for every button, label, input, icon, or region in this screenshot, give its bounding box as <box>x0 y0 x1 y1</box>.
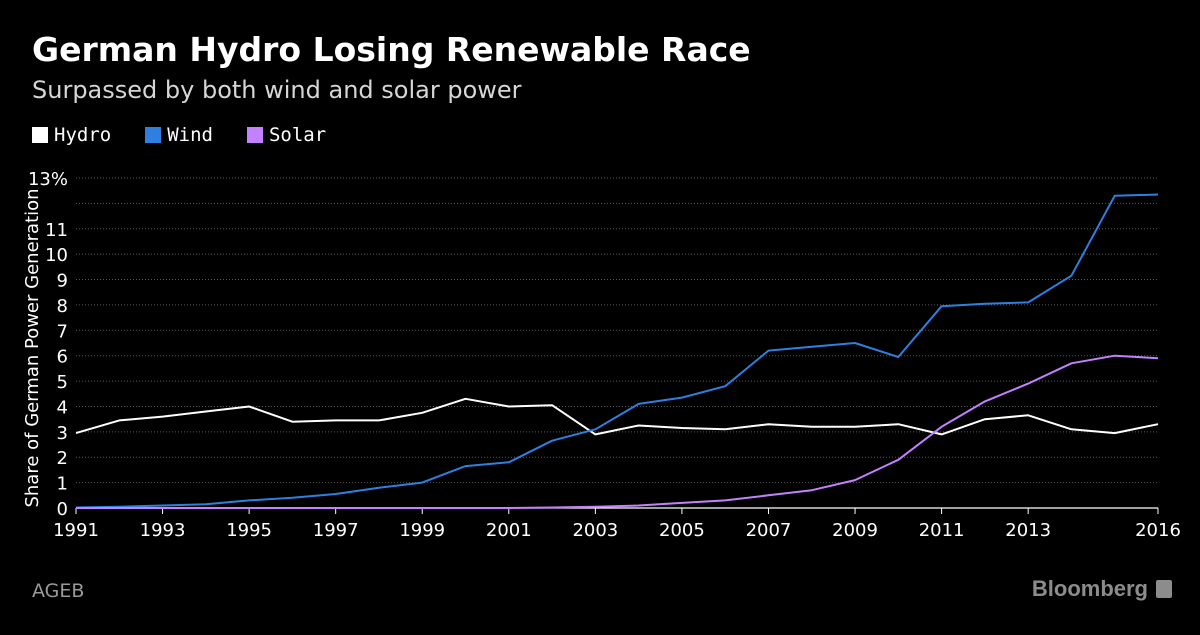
y-tick-label: 11 <box>45 220 68 241</box>
x-tick-label: 1993 <box>140 520 186 541</box>
x-tick-label: 2007 <box>746 520 792 541</box>
x-tick-label: 2003 <box>572 520 618 541</box>
series-line-wind <box>75 193 1159 509</box>
legend-item-solar: Solar <box>246 124 327 146</box>
y-tick-label: 6 <box>57 347 68 368</box>
y-tick-label: 0 <box>57 499 68 520</box>
legend-swatch-wind <box>145 127 162 143</box>
legend-label-solar: Solar <box>268 124 327 146</box>
legend-item-hydro: Hydro <box>32 124 111 146</box>
x-tick-label: 2009 <box>832 520 878 541</box>
bloomberg-terminal-icon <box>1156 580 1172 598</box>
x-tick-label: 1995 <box>226 520 272 541</box>
y-tick-label: 4 <box>57 397 68 418</box>
chart-title: German Hydro Losing Renewable Race <box>32 30 751 69</box>
source-label: AGEB <box>32 580 85 602</box>
legend-swatch-hydro <box>32 127 48 143</box>
chart-subtitle: Surpassed by both wind and solar power <box>32 76 522 104</box>
legend-swatch-solar <box>246 127 263 143</box>
x-tick-label: 1999 <box>399 520 445 541</box>
y-tick-label: 9 <box>57 271 68 292</box>
x-tick-label: 1991 <box>53 520 99 541</box>
legend-label-wind: Wind <box>167 124 213 146</box>
legend-label-hydro: Hydro <box>54 124 112 146</box>
x-tick-label: 2016 <box>1135 520 1181 541</box>
y-tick-label: 7 <box>57 321 68 342</box>
series-line-hydro <box>75 397 1159 436</box>
x-tick-label: 1997 <box>313 520 359 541</box>
legend: Hydro Wind Solar <box>32 124 326 146</box>
y-tick-label: 13% <box>28 169 68 190</box>
legend-item-wind: Wind <box>145 124 213 146</box>
x-tick-label: 2005 <box>659 520 705 541</box>
y-tick-label: 8 <box>57 296 68 317</box>
y-tick-label: 2 <box>57 448 68 469</box>
y-tick-label: 10 <box>45 245 68 266</box>
x-tick-label: 2013 <box>1005 520 1051 541</box>
brand-logo: Bloomberg <box>1032 576 1172 602</box>
x-tick-label: 2011 <box>919 520 965 541</box>
y-tick-label: 3 <box>57 423 68 444</box>
y-tick-label: 5 <box>57 372 68 393</box>
brand-name: Bloomberg <box>1031 576 1148 601</box>
y-axis-label: Share of German Power Generation <box>22 188 43 507</box>
series-line-solar <box>76 354 1159 509</box>
y-tick-label: 1 <box>57 474 68 495</box>
x-tick-label: 2001 <box>486 520 532 541</box>
